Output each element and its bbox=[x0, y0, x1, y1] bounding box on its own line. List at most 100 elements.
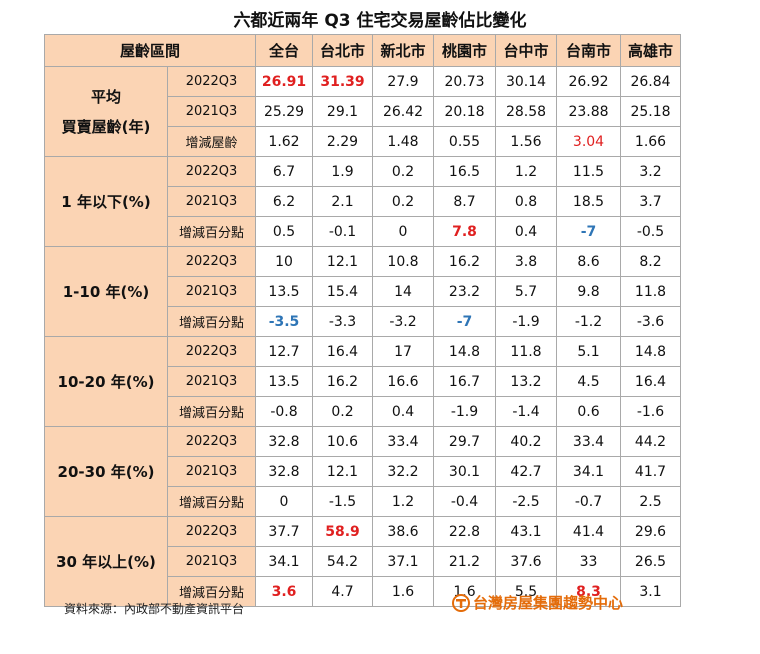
value-cell: 14.8 bbox=[433, 336, 496, 367]
value-cell: -0.4 bbox=[433, 486, 496, 517]
value-cell: 26.42 bbox=[372, 96, 434, 127]
value-cell: 16.4 bbox=[312, 336, 373, 367]
value-cell: 0 bbox=[372, 216, 434, 247]
value-cell: 20.73 bbox=[433, 66, 496, 97]
value-cell: 2.1 bbox=[312, 186, 373, 217]
table-row: 30 年以上(%) 2022Q3 37.7 58.9 38.6 22.8 43.1 41.4 2… bbox=[44, 516, 681, 607]
row-label: 增減百分點 bbox=[167, 576, 256, 607]
header-city: 桃園市 bbox=[433, 34, 496, 67]
value-cell: -0.7 bbox=[556, 486, 621, 517]
value-cell: 37.6 bbox=[495, 546, 557, 577]
value-cell: 30.1 bbox=[433, 456, 496, 487]
header-city: 台中市 bbox=[495, 34, 557, 67]
value-cell: 0.4 bbox=[495, 216, 557, 247]
group-label-line: 30 年以上(%) bbox=[56, 552, 156, 571]
row-label: 增減百分點 bbox=[167, 396, 256, 427]
value-cell: 58.9 bbox=[312, 516, 373, 547]
value-cell: 30.14 bbox=[495, 66, 557, 97]
table-row: 增減百分點 -0.8 0.2 0.4 -1.9 -1.4 0.6 -1.6 bbox=[45, 396, 681, 427]
row-label: 2021Q3 bbox=[167, 276, 256, 307]
value-cell: 12.7 bbox=[255, 336, 313, 367]
value-cell: 41.4 bbox=[556, 516, 621, 547]
value-cell: 20.18 bbox=[433, 96, 496, 127]
group-label: 30 年以上(%) bbox=[44, 516, 168, 607]
row-label: 增減屋齡 bbox=[167, 126, 256, 157]
row-label: 增減百分點 bbox=[167, 306, 256, 337]
value-cell: 25.18 bbox=[620, 96, 681, 127]
value-cell: -3.2 bbox=[372, 306, 434, 337]
row-label: 2022Q3 bbox=[167, 426, 256, 457]
table-row: 2021Q3 34.1 54.2 37.1 21.2 37.6 33 26.5 bbox=[45, 546, 681, 577]
value-cell: 0.6 bbox=[556, 396, 621, 427]
value-cell: 14.8 bbox=[620, 336, 681, 367]
value-cell: 43.1 bbox=[495, 516, 557, 547]
value-cell: 2.29 bbox=[312, 126, 373, 157]
house-age-table: 屋齡區間 全台 台北市 新北市 桃園市 台中市 台南市 高雄市 平均 買賣屋齡(年… bbox=[44, 34, 681, 607]
value-cell: 8.6 bbox=[556, 246, 621, 277]
value-cell: 27.9 bbox=[372, 66, 434, 97]
value-cell: 1.6 bbox=[372, 576, 434, 607]
value-cell: 0.5 bbox=[255, 216, 313, 247]
value-cell: 5.1 bbox=[556, 336, 621, 367]
value-cell: 26.5 bbox=[620, 546, 681, 577]
brand-name: 台灣房屋集團趨勢中心 bbox=[473, 594, 624, 612]
value-cell: 26.92 bbox=[556, 66, 621, 97]
value-cell: 11.8 bbox=[620, 276, 681, 307]
row-label: 2021Q3 bbox=[167, 546, 256, 577]
value-cell: -0.8 bbox=[255, 396, 313, 427]
value-cell: 22.8 bbox=[433, 516, 496, 547]
row-label: 2021Q3 bbox=[167, 96, 256, 127]
value-cell: 6.7 bbox=[255, 156, 313, 187]
table-row: 10-20 年(%) 2022Q3 12.7 16.4 17 14.8 11.8 5.1 14.… bbox=[44, 336, 681, 427]
value-cell: 0.55 bbox=[433, 126, 496, 157]
value-cell: -1.4 bbox=[495, 396, 557, 427]
value-cell: 3.8 bbox=[495, 246, 557, 277]
row-label: 2022Q3 bbox=[167, 156, 256, 187]
value-cell: 37.1 bbox=[372, 546, 434, 577]
value-cell: -1.2 bbox=[556, 306, 621, 337]
value-cell: 10.8 bbox=[372, 246, 434, 277]
table-row: 20-30 年(%) 2022Q3 32.8 10.6 33.4 29.7 40.2 33.4… bbox=[44, 426, 681, 517]
value-cell: 54.2 bbox=[312, 546, 373, 577]
value-cell: 15.4 bbox=[312, 276, 373, 307]
value-cell: -1.9 bbox=[433, 396, 496, 427]
value-cell: -7 bbox=[556, 216, 621, 247]
value-cell: 16.2 bbox=[312, 366, 373, 397]
value-cell: 41.7 bbox=[620, 456, 681, 487]
value-cell: 29.1 bbox=[312, 96, 373, 127]
value-cell: 0.2 bbox=[372, 156, 434, 187]
value-cell: 5.5 bbox=[495, 576, 557, 607]
value-cell: 1.56 bbox=[495, 126, 557, 157]
value-cell: 11.8 bbox=[495, 336, 557, 367]
value-cell: 2.5 bbox=[620, 486, 681, 517]
value-cell: 21.2 bbox=[433, 546, 496, 577]
table-row: 增減百分點 3.6 4.7 1.6 1.6 5.5 8.3 3.1 bbox=[45, 576, 681, 607]
group-label-line: 20-30 年(%) bbox=[57, 462, 155, 481]
value-cell: 13.5 bbox=[255, 276, 313, 307]
group-label: 平均 買賣屋齡(年) bbox=[44, 66, 168, 157]
value-cell: -2.5 bbox=[495, 486, 557, 517]
group-label-line: 10-20 年(%) bbox=[57, 372, 155, 391]
value-cell: 26.84 bbox=[620, 66, 681, 97]
value-cell: 23.2 bbox=[433, 276, 496, 307]
value-cell: 40.2 bbox=[495, 426, 557, 457]
value-cell: 33.4 bbox=[372, 426, 434, 457]
header-city: 新北市 bbox=[372, 34, 434, 67]
value-cell: 25.29 bbox=[255, 96, 313, 127]
value-cell: 13.2 bbox=[495, 366, 557, 397]
table-row: 1 年以下(%) 2022Q3 6.7 1.9 0.2 16.5 1.2 11.5 3.2 bbox=[44, 156, 681, 247]
value-cell: 34.1 bbox=[556, 456, 621, 487]
value-cell: -3.6 bbox=[620, 306, 681, 337]
value-cell: -3.5 bbox=[255, 306, 313, 337]
value-cell: 44.2 bbox=[620, 426, 681, 457]
row-label: 2022Q3 bbox=[167, 516, 256, 547]
value-cell: 16.5 bbox=[433, 156, 496, 187]
value-cell: -1.9 bbox=[495, 306, 557, 337]
value-cell: 1.2 bbox=[495, 156, 557, 187]
value-cell: 9.8 bbox=[556, 276, 621, 307]
value-cell: -0.5 bbox=[620, 216, 681, 247]
value-cell: 8.7 bbox=[433, 186, 496, 217]
table-title: 六都近兩年 Q3 住宅交易屋齡佔比變化 bbox=[233, 11, 527, 31]
table-row: 2021Q3 6.2 2.1 0.2 8.7 0.8 18.5 3.7 bbox=[45, 186, 681, 217]
group-label: 20-30 年(%) bbox=[44, 426, 168, 517]
